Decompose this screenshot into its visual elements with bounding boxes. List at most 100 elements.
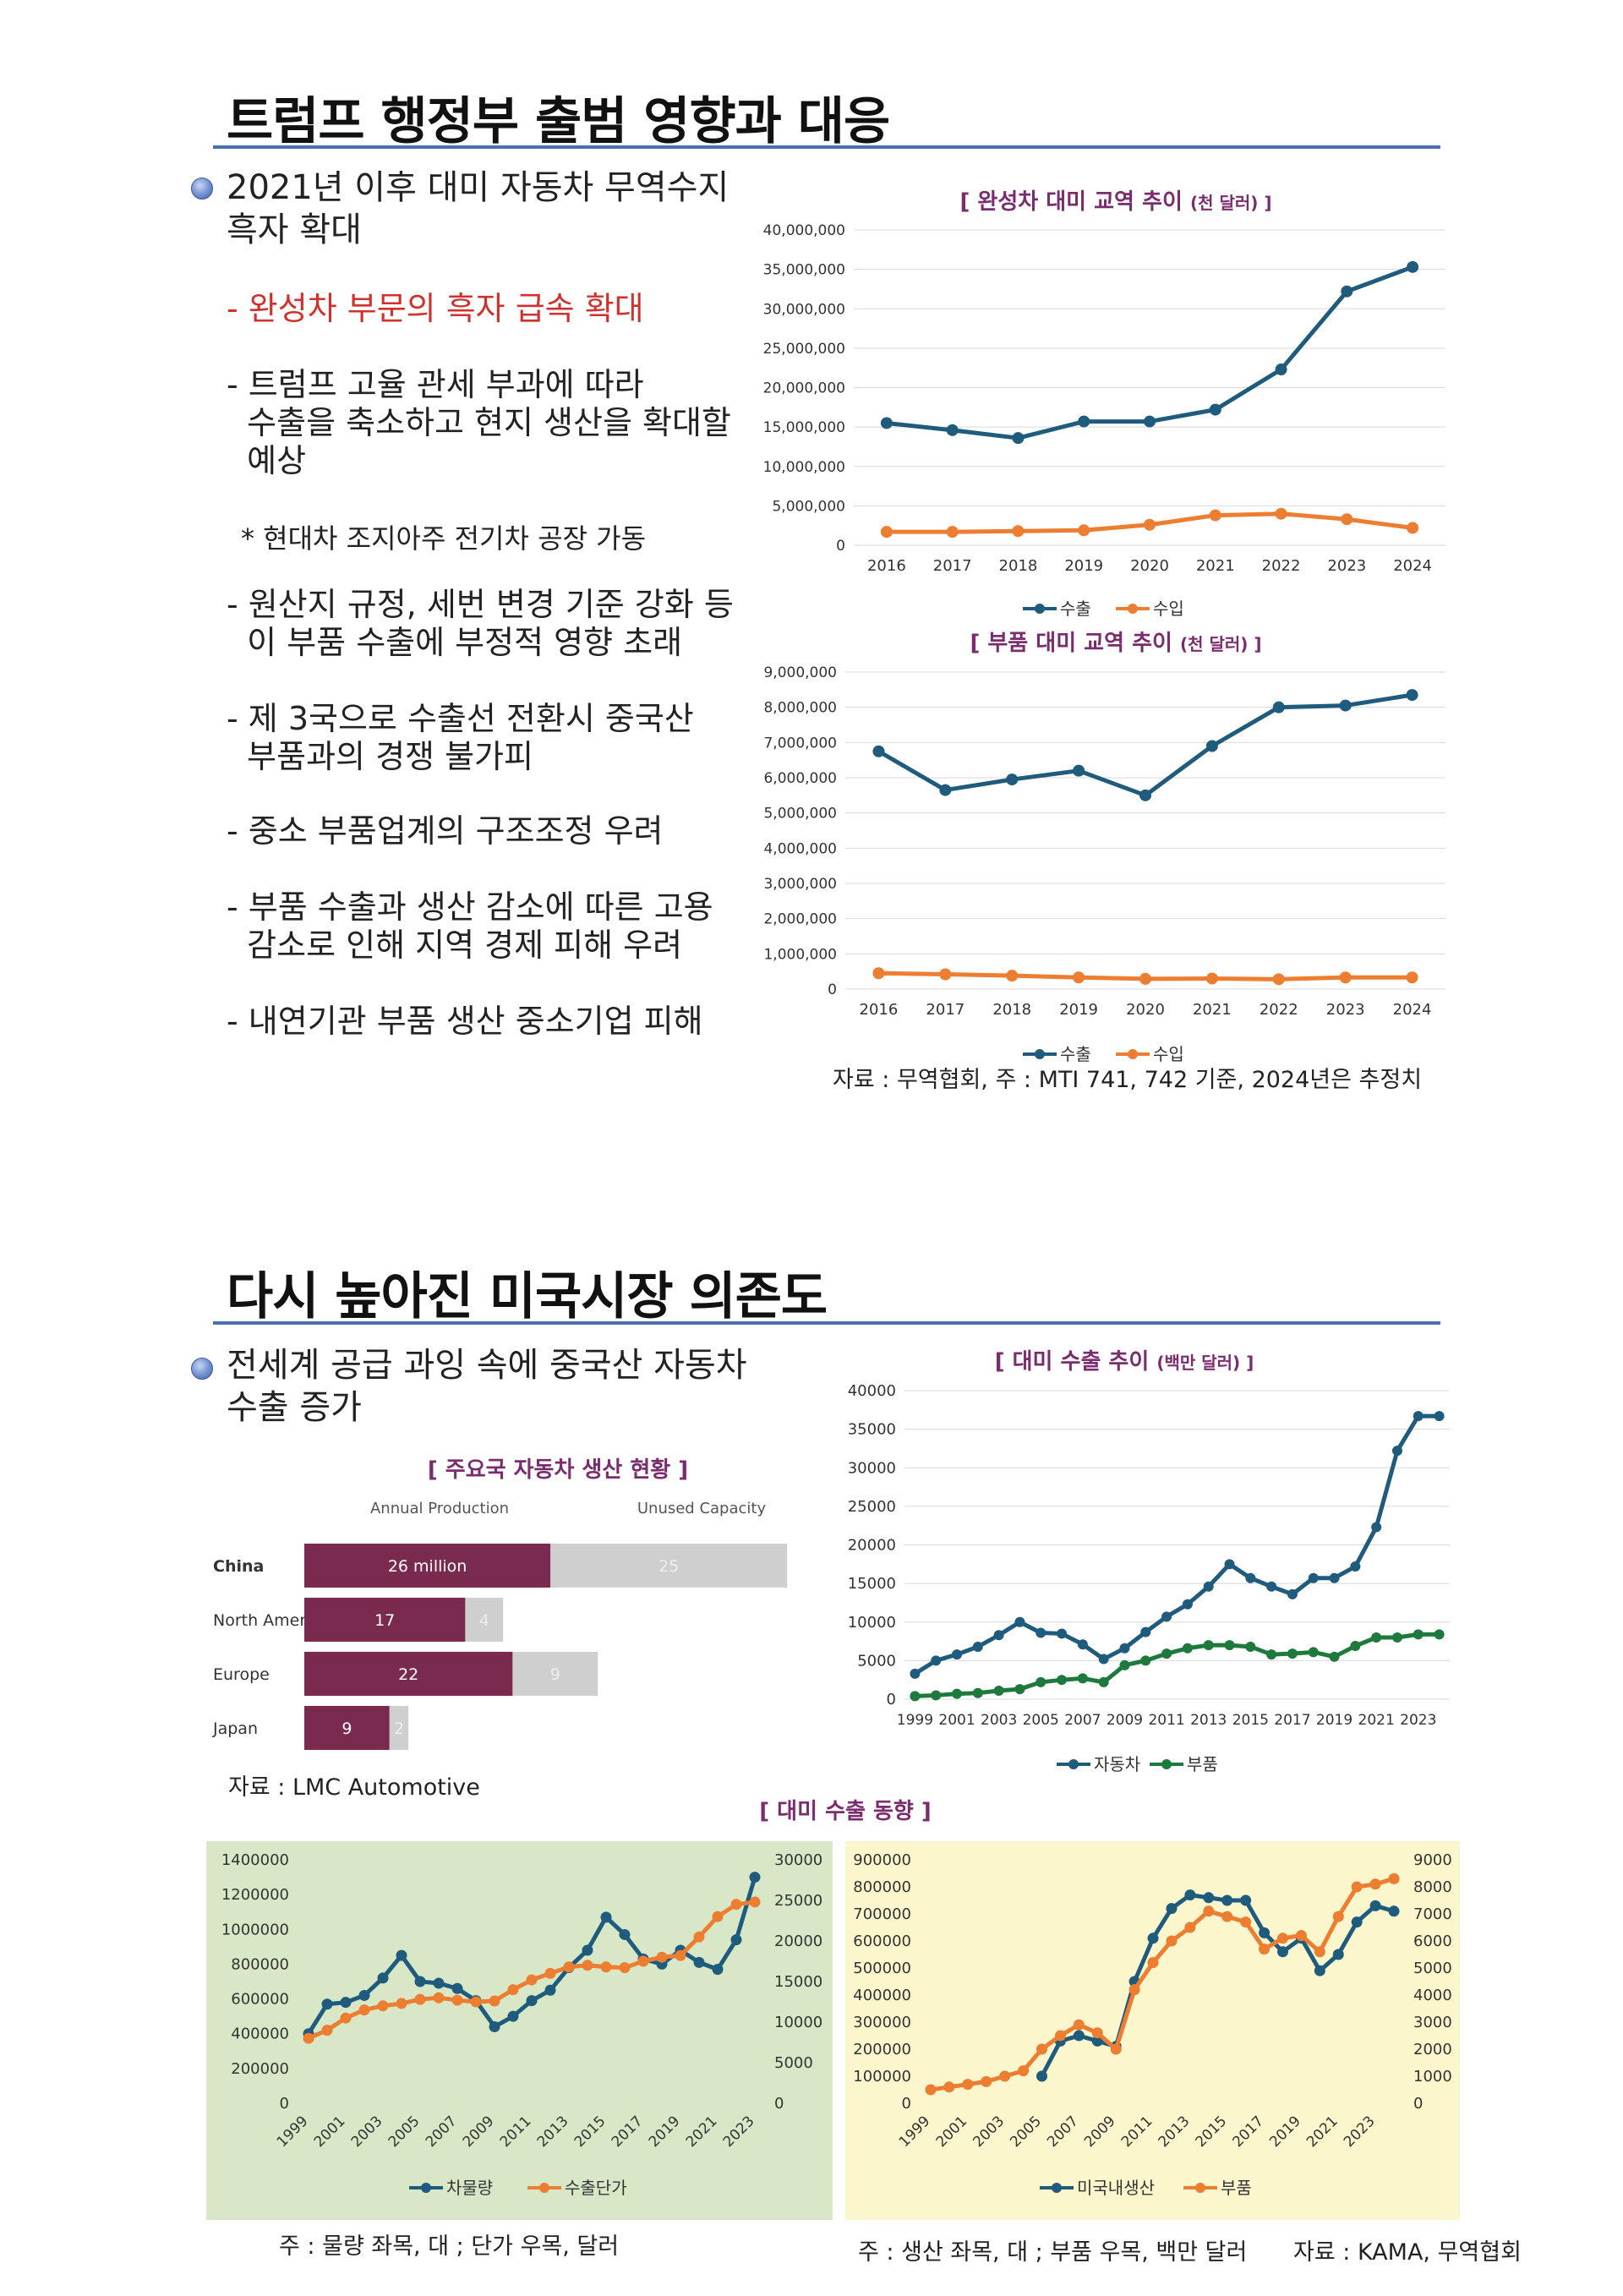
data-point [675, 1949, 686, 1961]
data-point [1184, 1922, 1196, 1933]
y-left-tick-label: 500000 [853, 1960, 911, 1977]
data-point [340, 1997, 352, 2009]
y-tick-label: 30000 [848, 1459, 896, 1477]
y-tick-label: 35000 [848, 1421, 896, 1439]
data-point [358, 1989, 370, 2001]
section1-item-line: - 내연기관 부품 생산 중소기업 피해 [227, 1003, 703, 1040]
y-right-tick-label: 9000 [1413, 1851, 1452, 1869]
x-tick-label: 2022 [1260, 1001, 1298, 1019]
x-tick-label: 2016 [867, 557, 906, 575]
data-point [321, 2025, 333, 2036]
note-right: 주 : 생산 좌목, 대 ; 부품 우목, 백만 달러 [858, 2239, 1248, 2266]
x-tick-label: 2015 [571, 2113, 609, 2151]
y-left-tick-label: 900000 [853, 1851, 911, 1869]
x-tick-label: 2019 [1316, 1712, 1352, 1729]
y-tick-label: 25,000,000 [763, 341, 845, 358]
y-tick-label: 10,000,000 [763, 459, 845, 476]
x-tick-label: 2024 [1393, 557, 1432, 575]
chart4-title: [ 주요국 자동차 생산 현황 ] [427, 1457, 689, 1483]
x-tick-label: 2011 [1148, 1712, 1184, 1729]
data-point [872, 745, 885, 757]
data-point [396, 1998, 407, 2009]
data-point [1407, 260, 1419, 273]
data-point [1205, 972, 1218, 985]
data-point [489, 1995, 500, 2007]
x-tick-label: 2017 [926, 1001, 965, 1019]
data-point [1078, 415, 1090, 428]
y-tick-label: 9,000,000 [763, 664, 837, 681]
data-point [1351, 1881, 1363, 1893]
legend-marker [1052, 2183, 1062, 2193]
data-point [925, 2084, 937, 2096]
data-point [952, 1688, 963, 1699]
data-point [1203, 1640, 1214, 1651]
data-point [1391, 1446, 1402, 1457]
section1-item-line: - 트럼프 고율 관세 부과에 따라 [227, 366, 644, 403]
x-tick-label: 2005 [1023, 1712, 1059, 1729]
x-tick-label: 2011 [1118, 2113, 1156, 2151]
data-point [1161, 1648, 1172, 1659]
data-point [1014, 1616, 1025, 1627]
data-point [981, 2075, 992, 2087]
data-point [1221, 1911, 1233, 1922]
series-line-수출 [877, 692, 1413, 798]
category-label: China [213, 1557, 264, 1576]
y-right-tick-label: 0 [774, 2095, 784, 2113]
data-point [910, 1668, 921, 1679]
data-point [1351, 1916, 1363, 1928]
y-left-tick-label: 800000 [231, 1955, 289, 1973]
data-point [396, 1949, 407, 1961]
legend-marker [421, 2183, 431, 2193]
x-tick-label: 2023 [1327, 557, 1366, 575]
data-point [526, 1974, 538, 1986]
data-point [946, 526, 959, 538]
section2-title: 다시 높아진 미국시장 의존도 [227, 1267, 828, 1326]
y-left-tick-label: 300000 [853, 2014, 911, 2031]
y-tick-label: 5,000,000 [772, 498, 845, 515]
x-tick-label: 2001 [933, 2113, 971, 2151]
data-point [1245, 1641, 1256, 1652]
section1-item-line: 예상 [227, 442, 307, 479]
data-point [972, 1687, 983, 1698]
legend-label: 차물량 [446, 2178, 493, 2198]
x-tick-label: 2017 [609, 2113, 647, 2151]
y-tick-label: 0 [828, 981, 837, 998]
data-point [1272, 701, 1285, 713]
data-point [1128, 1984, 1140, 1996]
x-tick-label: 2007 [423, 2113, 461, 2151]
legend-label: 부품 [1221, 2178, 1252, 2198]
data-point [1332, 1949, 1344, 1960]
x-tick-label: 2015 [1232, 1712, 1269, 1729]
data-point [433, 1977, 445, 1989]
data-point [1434, 1629, 1445, 1640]
section2-bullet-line1: 전세계 공급 과잉 속에 중국산 자동차 [227, 1346, 747, 1385]
data-point [1110, 2043, 1122, 2055]
data-point [1413, 1629, 1424, 1640]
data-point [1098, 1654, 1109, 1665]
data-point [1073, 971, 1085, 984]
data-point [931, 1690, 942, 1701]
data-point [1407, 522, 1419, 534]
x-tick-label: 2009 [1081, 2113, 1119, 2151]
bar-annual-production [304, 1706, 390, 1750]
y-right-tick-label: 0 [1413, 2095, 1423, 2113]
data-point [1388, 1872, 1400, 1884]
data-point [1406, 689, 1418, 702]
category-label: North America [213, 1611, 330, 1630]
chart2-parts-trade: 0 1,000,000 2,000,000 3,000,000 4,000,000 5,0… [763, 664, 1445, 1064]
y-left-tick-label: 100000 [853, 2068, 911, 2086]
production-source: 자료 : LMC Automotive [228, 1774, 480, 1801]
data-point [712, 1911, 724, 1922]
x-tick-label: 2023 [1341, 2113, 1379, 2151]
data-point [1012, 525, 1025, 538]
data-point [377, 1972, 389, 1984]
bar-value-label: 17 [374, 1611, 395, 1630]
data-point [1332, 1911, 1344, 1922]
legend-label: 수입 [1153, 1044, 1184, 1064]
chart1-title-main: [ 완성차 대미 교역 추이 [959, 189, 1183, 215]
y-tick-label: 15,000,000 [763, 419, 845, 436]
data-point [872, 967, 885, 980]
y-right-tick-label: 30000 [774, 1851, 822, 1869]
y-tick-label: 8,000,000 [763, 700, 837, 717]
data-point [1182, 1643, 1193, 1654]
